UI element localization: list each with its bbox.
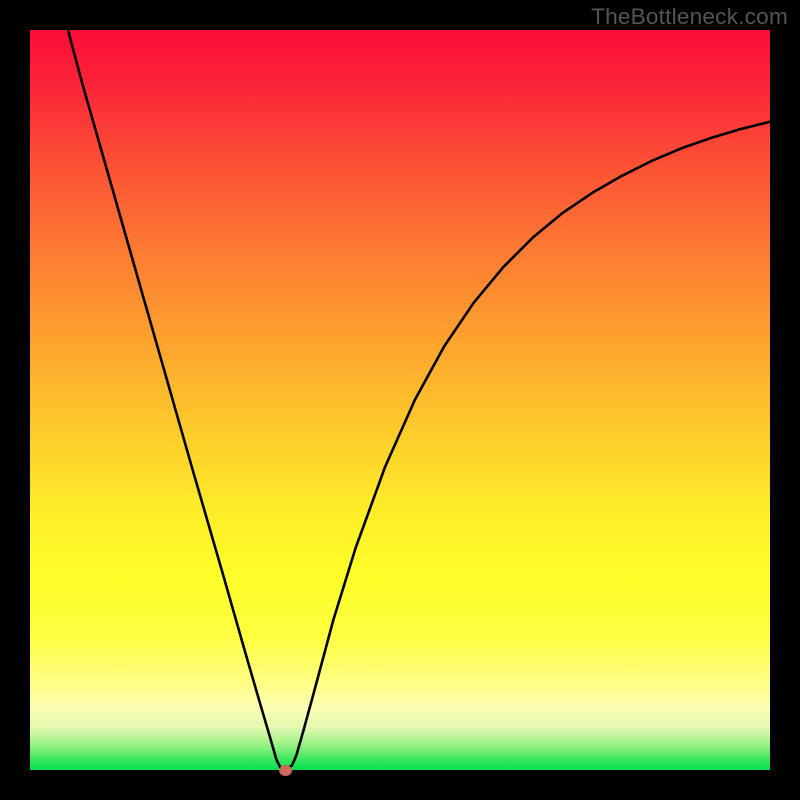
minimum-marker [279, 765, 292, 776]
curve-path [60, 30, 770, 768]
bottleneck-curve [30, 30, 770, 770]
watermark-text: TheBottleneck.com [591, 4, 788, 30]
plot-area [30, 30, 770, 770]
